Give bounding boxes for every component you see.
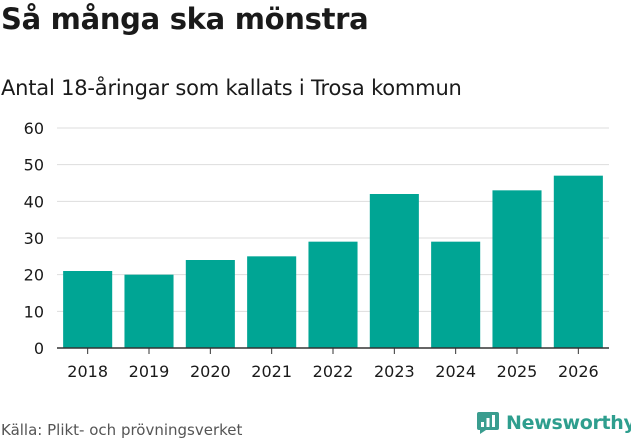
y-tick-label: 0 <box>34 339 44 358</box>
x-tick-label: 2023 <box>374 362 415 381</box>
chart-subtitle: Antal 18-åringar som kallats i Trosa kom… <box>1 76 462 100</box>
y-tick-label: 50 <box>24 156 44 175</box>
bar-2022 <box>308 241 358 348</box>
bars <box>63 175 603 348</box>
bar-2023 <box>369 194 419 348</box>
source-note: Källa: Plikt- och prövningsverket <box>1 421 243 439</box>
y-tick-label: 40 <box>24 192 44 211</box>
bar-2021 <box>247 256 297 348</box>
y-tick-label: 20 <box>24 266 44 285</box>
bar-2019 <box>124 274 174 348</box>
brand-logo: Newsworthy <box>476 408 631 438</box>
x-tick-label: 2026 <box>558 362 599 381</box>
bar-2025 <box>492 190 542 348</box>
x-tick-label: 2022 <box>313 362 354 381</box>
bar-2026 <box>553 175 603 348</box>
y-tick-label: 10 <box>24 302 44 321</box>
y-tick-label: 30 <box>24 229 44 248</box>
x-tick-label: 2024 <box>435 362 476 381</box>
bar-2018 <box>63 271 113 348</box>
chart-title: Så många ska mönstra <box>1 2 369 36</box>
bar-2020 <box>185 260 235 348</box>
x-tick-label: 2020 <box>190 362 231 381</box>
x-axis <box>57 347 609 354</box>
x-tick-label: 2025 <box>497 362 538 381</box>
newsworthy-logo-icon <box>477 412 499 434</box>
x-tick-label: 2021 <box>251 362 292 381</box>
x-axis-ticks: 2018 2019 2020 2021 2022 2023 2024 2025 2026 <box>67 362 598 381</box>
bar-2024 <box>431 241 481 348</box>
y-tick-label: 60 <box>24 119 44 138</box>
y-axis-ticks: 0 10 20 30 40 50 60 <box>24 119 44 358</box>
x-tick-label: 2018 <box>67 362 108 381</box>
x-tick-label: 2019 <box>129 362 170 381</box>
brand-name: Newsworthy <box>506 412 631 434</box>
